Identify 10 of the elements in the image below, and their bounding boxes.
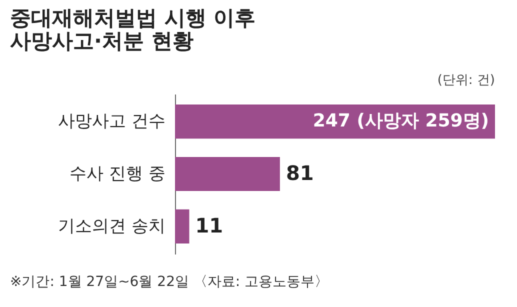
data-label: 11 <box>195 213 224 238</box>
text: 사망사고·처분 현황 <box>10 29 194 53</box>
y-tick-label: 수사 진행 중 <box>70 164 166 184</box>
data-label: 247 (사망자 259명) <box>312 110 489 132</box>
y-tick-label: 기소의견 송치 <box>58 216 166 236</box>
text: (단위: 건) <box>437 73 495 88</box>
text: 중대재해처벌법 시행 이후 <box>10 6 256 30</box>
text: ※기간: 1월 27일~6월 22일 〈자료: 고용노동부〉 <box>10 274 329 290</box>
data-label: 81 <box>286 161 314 185</box>
y-tick-label: 사망사고 건수 <box>58 112 166 132</box>
